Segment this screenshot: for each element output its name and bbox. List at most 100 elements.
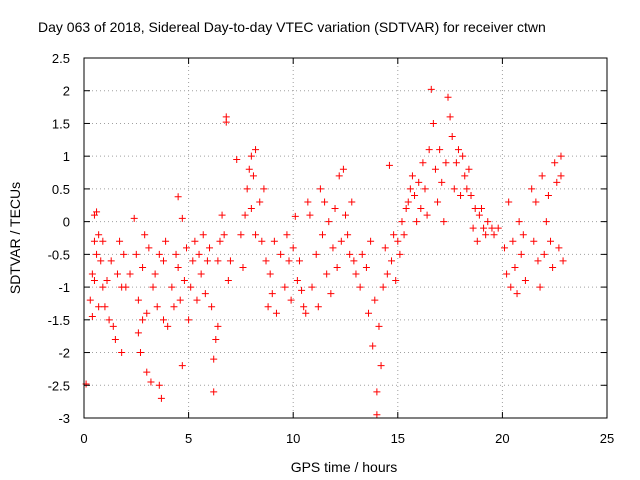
data-point [362, 263, 370, 271]
data-point [220, 231, 228, 239]
data-point [291, 212, 299, 220]
data-point [237, 231, 245, 239]
data-point [488, 224, 496, 232]
data-point [132, 250, 140, 258]
data-point [411, 191, 419, 199]
data-point [157, 394, 165, 402]
y-tick-labels: -3 -2.5 -2 -1.5 -1 -0.5 0 0.5 1 1.5 2 2.5 [48, 51, 70, 426]
data-point [168, 283, 176, 291]
chart-title: Day 063 of 2018, Sidereal Day-to-day VTE… [38, 19, 546, 35]
data-point [415, 178, 423, 186]
data-point [329, 244, 337, 252]
data-point [111, 335, 119, 343]
data-point [93, 250, 101, 258]
plot-frame [83, 57, 608, 419]
data-point [323, 270, 331, 278]
data-point [559, 257, 567, 265]
data-point [542, 218, 550, 226]
data-point [277, 250, 285, 258]
data-point [402, 205, 410, 213]
data-point [532, 198, 540, 206]
y-tick-label: 1 [63, 149, 70, 164]
data-point [509, 237, 517, 245]
data-point [203, 257, 211, 265]
data-point [170, 303, 178, 311]
data-point [298, 286, 306, 294]
data-point [404, 198, 412, 206]
data-point [448, 133, 456, 141]
data-point [392, 277, 400, 285]
data-point [452, 159, 460, 167]
data-point [99, 237, 107, 245]
x-tick-label: 20 [495, 431, 509, 446]
data-point [431, 165, 439, 173]
data-point [185, 316, 193, 324]
data-point [159, 257, 167, 265]
data-point [210, 355, 218, 363]
data-point [494, 224, 502, 232]
y-tick-label: -2 [58, 346, 70, 361]
x-tick-label: 10 [286, 431, 300, 446]
data-point [293, 277, 301, 285]
data-point [348, 198, 356, 206]
data-point [285, 257, 293, 265]
data-point [406, 185, 414, 193]
data-point [555, 244, 563, 252]
y-tick-label: 0 [63, 215, 70, 230]
data-point [216, 237, 224, 245]
data-point [373, 388, 381, 396]
data-point [155, 250, 163, 258]
data-point [224, 277, 232, 285]
data-point [454, 146, 462, 154]
data-point [375, 322, 383, 330]
data-point [373, 411, 381, 419]
data-point [540, 250, 548, 258]
data-point [134, 329, 142, 337]
data-point [103, 277, 111, 285]
data-point [178, 214, 186, 222]
data-point [471, 205, 479, 213]
data-point [245, 165, 253, 173]
data-point [342, 211, 349, 219]
data-point [270, 237, 278, 245]
data-point [95, 303, 103, 311]
x-tick-label: 15 [391, 431, 405, 446]
data-point [538, 172, 546, 180]
data-point [335, 172, 343, 180]
data-point [434, 198, 442, 206]
data-point [107, 257, 115, 265]
data-point [247, 205, 255, 213]
y-tick-label: 0.5 [52, 182, 70, 197]
data-point [350, 257, 358, 265]
data-point [99, 283, 107, 291]
data-point [183, 244, 191, 252]
data-point [425, 146, 433, 154]
data-point [408, 172, 416, 180]
data-point [390, 231, 398, 239]
data-point [304, 198, 312, 206]
y-tick-label: -2.5 [48, 378, 70, 393]
data-point [162, 237, 170, 245]
data-point [105, 316, 113, 324]
data-point [109, 322, 117, 330]
data-point [258, 237, 266, 245]
data-point [333, 263, 341, 271]
data-point [450, 185, 458, 193]
data-point [164, 322, 172, 330]
data-point [239, 263, 247, 271]
data-point [283, 231, 291, 239]
data-point [473, 237, 481, 245]
data-point [367, 237, 375, 245]
y-tick-label: 1.5 [52, 116, 70, 131]
data-point [149, 283, 157, 291]
data-point [442, 159, 450, 167]
data-point [385, 161, 393, 169]
data-point [266, 270, 274, 278]
data-point [272, 309, 280, 317]
data-point [306, 211, 314, 219]
data-point [233, 155, 241, 163]
data-point [551, 159, 559, 167]
data-point [214, 322, 222, 330]
data-point [544, 191, 552, 199]
